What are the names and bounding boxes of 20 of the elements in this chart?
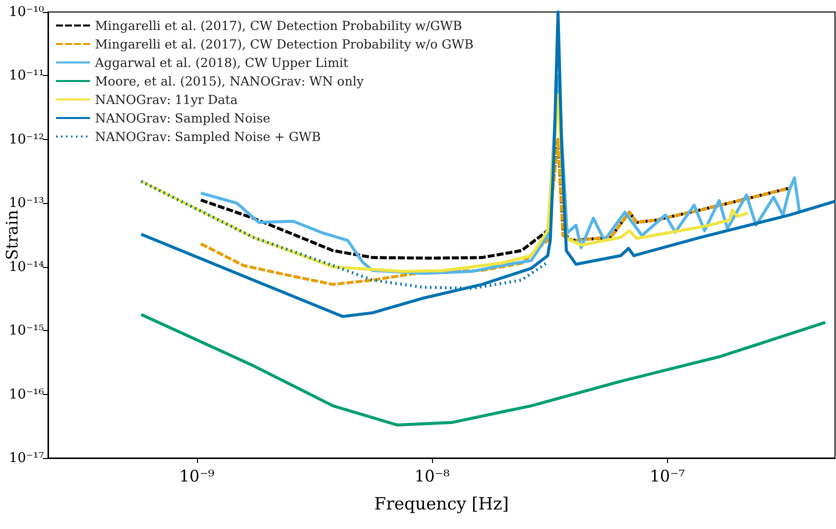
- y-tick-label: 10⁻¹⁷: [8, 450, 45, 466]
- x-tick-label: 10⁻⁹: [179, 466, 216, 486]
- legend-label: NANOGrav: Sampled Noise + GWB: [95, 129, 321, 144]
- y-tick-label: 10⁻¹⁰: [8, 4, 45, 20]
- y-tick-label: 10⁻¹²: [8, 131, 44, 148]
- y-tick-label: 10⁻¹¹: [8, 68, 44, 84]
- y-tick-label: 10⁻¹³: [8, 195, 44, 212]
- legend-label: Mingarelli et al. (2017), CW Detection Probability w/GWB: [95, 18, 462, 33]
- legend-label: NANOGrav: 11yr Data: [95, 92, 238, 107]
- legend-label: Mingarelli et al. (2017), CW Detection Probability w/o GWB: [95, 36, 474, 52]
- x-tick-label: 10⁻⁷: [650, 466, 685, 486]
- legend-label: NANOGrav: Sampled Noise: [95, 110, 270, 126]
- x-tick-label: 10⁻⁸: [414, 466, 450, 486]
- legend-label: Aggarwal et al. (2018), CW Upper Limit: [94, 55, 348, 70]
- y-tick-label: 10⁻¹⁶: [8, 386, 45, 402]
- y-tick-label: 10⁻¹⁴: [8, 258, 44, 275]
- y-tick-label: 10⁻¹⁵: [8, 322, 44, 339]
- legend-label: Moore, et al. (2015), NANOGrav: WN only: [95, 74, 365, 88]
- x-axis-title: Frequency [Hz]: [374, 494, 509, 514]
- y-axis-title: Strain: [2, 210, 22, 260]
